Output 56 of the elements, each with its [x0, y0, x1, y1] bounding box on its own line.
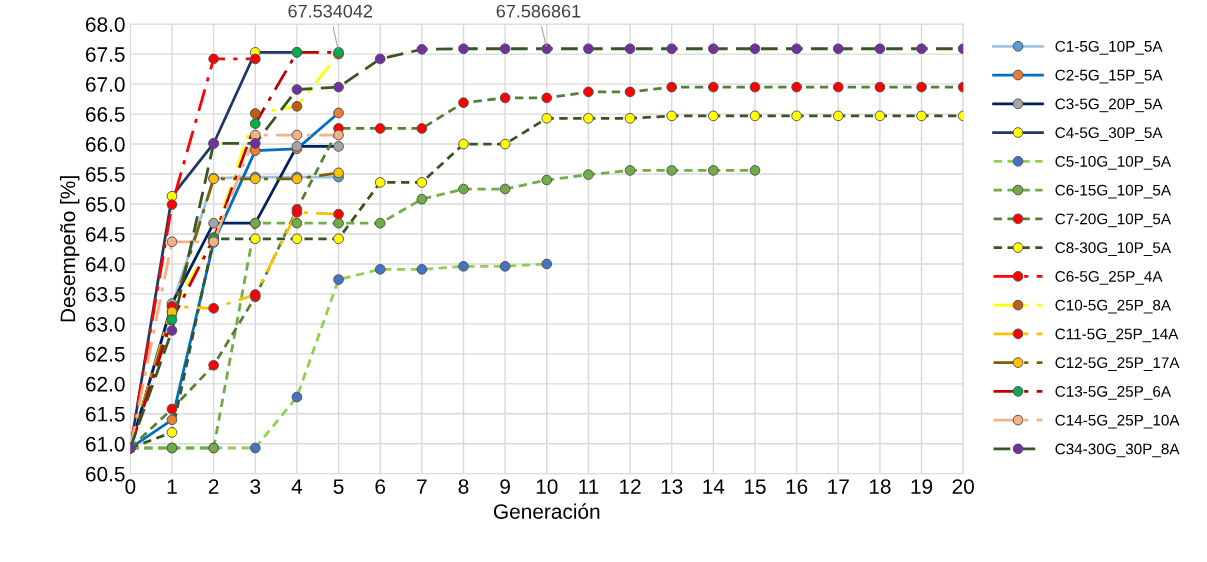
y-tick-label: 65.0	[86, 197, 125, 212]
x-tick-label: 2	[208, 479, 219, 494]
x-tick-label: 6	[375, 479, 386, 494]
legend-label: C6-5G_25P_4A	[1055, 271, 1163, 285]
x-tick-label: 8	[458, 479, 469, 494]
y-tick-label: 68.0	[86, 17, 125, 32]
x-tick-label: 7	[417, 479, 427, 494]
y-tick-label: 67.5	[86, 47, 125, 62]
y-tick-label: 62.5	[86, 346, 125, 362]
legend-label: C10-5G_25P_8A	[1055, 299, 1172, 314]
legend-label: C8-30G_10P_5A	[1055, 242, 1172, 256]
x-tick-label: 14	[703, 479, 725, 494]
x-axis-title: Generación	[493, 503, 600, 519]
legend-label: C2-5G_15P_5A	[1055, 69, 1163, 84]
legend-label: C4-5G_30P_5A	[1055, 127, 1163, 141]
legend-label: C1-5G_10P_5A	[1055, 40, 1163, 55]
x-tick-label: 12	[620, 479, 641, 494]
legend-label: C7-20G_10P_5A	[1055, 213, 1172, 228]
x-tick-label: 0	[125, 479, 136, 494]
y-tick-label: 66.5	[86, 107, 125, 122]
legend-label: C5-10G_10P_5A	[1055, 155, 1172, 170]
x-tick-label: 18	[869, 479, 891, 494]
legend-label: C11-5G_25P_14A	[1055, 328, 1179, 343]
legend-label: C14-5G_25P_10A	[1055, 414, 1180, 429]
y-tick-label: 64.5	[86, 226, 125, 242]
x-tick-label: 16	[786, 479, 808, 494]
x-tick-label: 17	[828, 479, 849, 494]
x-tick-label: 1	[167, 479, 177, 494]
y-tick-label: 62.0	[86, 376, 125, 392]
y-tick-label: 63.5	[86, 286, 125, 302]
y-tick-label: 64.0	[86, 256, 125, 272]
legend-label: C6-15G_10P_5A	[1055, 184, 1172, 199]
x-tick-label: 5	[333, 479, 344, 494]
legend-label: C13-5G_25P_6A	[1055, 386, 1172, 400]
x-tick-label: 3	[250, 479, 261, 494]
x-tick-label: 11	[579, 479, 599, 494]
y-tick-label: 61.0	[86, 436, 125, 452]
x-tick-label: 13	[661, 479, 683, 494]
y-tick-label: 63.0	[86, 316, 125, 332]
x-tick-label: 20	[952, 479, 974, 494]
y-tick-label: 61.5	[86, 406, 125, 422]
x-tick-label: 15	[744, 479, 766, 494]
y-tick-label: 66.0	[86, 137, 125, 152]
legend-label: C12-5G_25P_17A	[1055, 357, 1180, 371]
x-tick-label: 4	[291, 479, 303, 494]
legend-label: C34-30G_30P_8A	[1055, 443, 1180, 458]
x-tick-label: 9	[500, 479, 510, 494]
y-tick-label: 60.5	[86, 466, 125, 482]
y-tick-label: 67.0	[86, 77, 125, 92]
annotation: 67.534042	[288, 4, 373, 18]
annotation: 67.586861	[496, 4, 581, 18]
legend-label: C3-5G_20P_5A	[1055, 98, 1163, 113]
y-axis-title: Desempeño [%]	[59, 176, 80, 322]
x-tick-label: 19	[911, 479, 933, 494]
x-tick-label: 10	[536, 479, 558, 494]
y-tick-label: 65.5	[86, 167, 125, 182]
